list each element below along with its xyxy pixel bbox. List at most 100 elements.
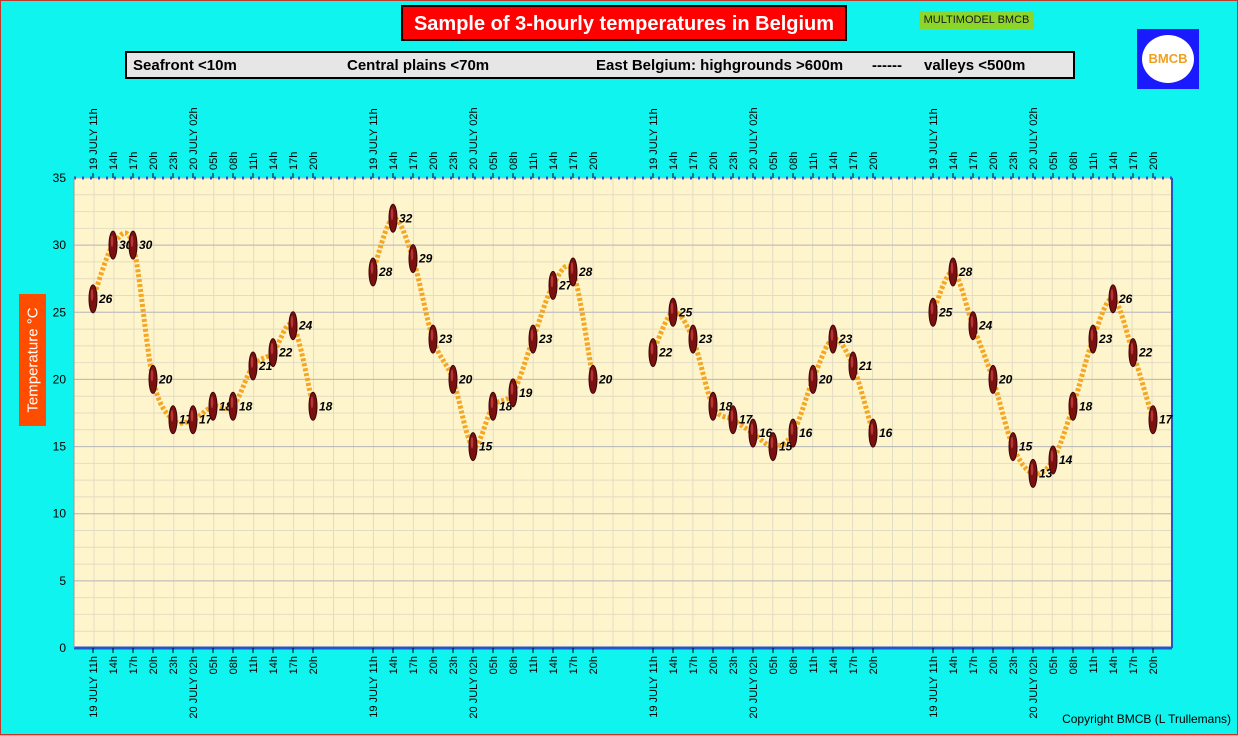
data-label: 16 [799,426,813,440]
data-label: 23 [698,332,713,346]
data-point [768,432,778,462]
x-tick-label-top: 19 JULY 11h [928,108,940,170]
y-tick-label: 10 [53,507,67,521]
data-label: 28 [378,265,393,279]
x-tick-label-top: 17h [128,152,140,170]
x-tick-label: 19 JULY 11h [928,656,940,718]
x-tick-label: 20 JULY 02h [748,656,760,719]
x-tick-label-top: 20h [708,152,720,170]
x-tick-label-top: 20h [868,152,880,170]
x-tick-label-top: 17h [408,152,420,170]
data-point [548,270,558,300]
data-point [168,405,178,435]
data-label: 18 [1079,399,1093,413]
x-tick-label: 17h [848,656,860,674]
data-label: 17 [1159,413,1174,427]
data-label: 30 [139,238,153,252]
data-point-highlight [170,409,174,422]
x-tick-label-top: 20h [308,152,320,170]
x-tick-label-top: 20h [1148,152,1160,170]
data-label: 22 [1138,346,1153,360]
data-point [1088,324,1098,354]
data-point [1148,405,1158,435]
y-tick-label: 20 [53,372,67,386]
data-point-highlight [470,436,474,449]
x-tick-label: 19 JULY 11h [648,656,660,718]
x-tick-label-top: 08h [1068,152,1080,170]
x-tick-label: 14h [1108,656,1120,674]
x-tick-label-top: 20h [588,152,600,170]
y-tick-label: 15 [53,440,67,454]
x-tick-label-top: 17h [568,152,580,170]
x-tick-label: 11h [528,656,540,674]
x-tick-label: 05h [1048,656,1060,674]
data-point-highlight [150,369,154,382]
data-label: 20 [158,372,173,386]
data-label: 18 [239,399,253,413]
data-point [1008,432,1018,462]
data-label: 25 [678,305,693,319]
data-point-highlight [750,423,754,436]
series-line [370,215,596,450]
legend-central-plains: Central plains <70m [347,57,490,74]
y-tick-label: 30 [53,238,67,252]
legend: Seafront <10m Central plains <70m East B… [125,51,1075,79]
data-point-highlight [870,423,874,436]
x-tick-label-top: 17h [688,152,700,170]
x-tick-label: 19 JULY 11h [368,656,380,718]
x-tick-label-top: 14h [668,152,680,170]
data-point [568,257,578,287]
data-point-highlight [370,262,374,274]
data-point [308,391,318,421]
data-label: 18 [319,399,333,413]
data-label: 21 [258,359,273,373]
data-point-highlight [790,423,794,436]
data-point [148,364,158,394]
data-label: 26 [1118,292,1133,306]
data-label: 23 [1098,332,1113,346]
data-label: 28 [958,265,973,279]
x-tick-label-top: 05h [768,152,780,170]
logo-text: BMCB [1148,51,1188,66]
x-tick-label: 08h [1068,656,1080,674]
chart-title: Sample of 3-hourly temperatures in Belgi… [401,5,847,41]
x-tick-label-top: 17h [968,152,980,170]
x-tick-label-top: 14h [828,152,840,170]
data-point-highlight [530,329,534,342]
x-tick-label: 11h [248,656,260,674]
data-point [728,405,738,435]
data-label: 28 [578,265,593,279]
x-tick-label: 17h [688,656,700,674]
data-point [1048,445,1058,475]
x-tick-label: 05h [488,656,500,674]
data-label: 20 [998,372,1013,386]
x-tick-label-top: 11h [808,152,820,170]
data-label: 20 [598,372,613,386]
data-point [808,364,818,394]
data-point-highlight [950,262,954,274]
x-tick-label: 20h [868,656,880,674]
x-tick-label-top: 20 JULY 02h [748,107,760,170]
legend-seafront: Seafront <10m [133,57,237,74]
x-tick-label-top: 05h [208,152,220,170]
x-tick-label-top: 08h [788,152,800,170]
y-tick-label: 5 [59,574,66,588]
data-point [408,244,418,274]
data-point [268,338,278,368]
logo-globe-icon [1142,35,1194,83]
data-point [428,324,438,354]
x-tick-label-top: 20h [428,152,440,170]
data-point-highlight [710,396,714,409]
data-point [948,257,958,287]
x-tick-label-top: 19 JULY 11h [648,108,660,170]
x-tick-label: 05h [768,656,780,674]
legend-separator: ------ [872,57,902,74]
data-point [248,351,258,381]
data-label: 18 [499,399,513,413]
data-point-highlight [770,436,774,449]
data-point-highlight [670,302,674,315]
data-point-highlight [250,356,254,368]
data-point [928,297,938,327]
data-point [288,311,298,341]
